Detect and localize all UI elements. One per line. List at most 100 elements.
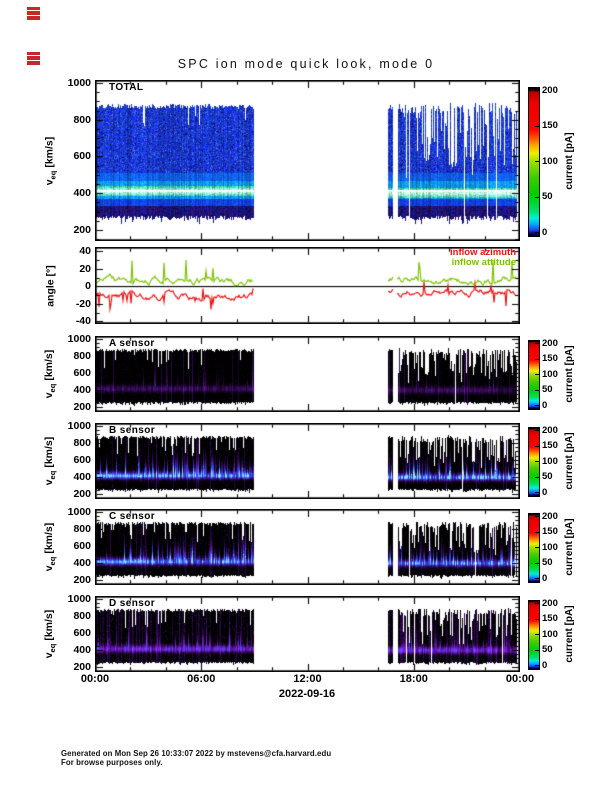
- y-tick-label: 800: [73, 113, 91, 126]
- colorbar-tick-label: 0: [542, 659, 548, 671]
- colorbar-tick: [535, 461, 539, 463]
- x-tick-label: 00:00: [505, 673, 535, 685]
- colorbar-tick-label: 200: [542, 510, 558, 522]
- y-tick-label: 1000: [67, 419, 91, 432]
- colorbar-tick-label: 0: [542, 226, 548, 238]
- colorbar-tick: [535, 547, 539, 549]
- colorbar-tick: [535, 161, 539, 163]
- y-tick-label: 200: [73, 660, 91, 673]
- legend-inflow-attitude: inflow attitude: [451, 256, 516, 268]
- colorbar-tick-label: 100: [542, 455, 558, 467]
- y-tick-label: 1000: [67, 505, 91, 518]
- panel-label-sensor-c: C sensor: [109, 511, 155, 522]
- colorbar-tick-label: 0: [542, 486, 548, 498]
- annotation-square-icon: [27, 7, 40, 20]
- y-axis-label: veq[km/s]: [42, 136, 58, 185]
- colorbar-tick: [535, 196, 539, 198]
- y-tick-label: 1000: [67, 592, 91, 605]
- y-axis-label: veq[km/s]: [42, 522, 58, 572]
- y-tick-label: 800: [73, 609, 91, 622]
- annotation-square-icon: [27, 52, 40, 65]
- y-tick-label: 400: [73, 643, 91, 656]
- current-colorbar: [528, 513, 540, 583]
- colorbar-tick-label: 200: [542, 424, 558, 436]
- panel-label-sensor-a: A sensor: [109, 338, 155, 349]
- angle-legend: inflow azimuth inflow attitude: [340, 248, 516, 267]
- sensor-d-spectrogram: [95, 596, 520, 672]
- panel-label-total: TOTAL: [109, 82, 144, 93]
- current-colorbar: [528, 87, 540, 237]
- colorbar-tick: [535, 430, 539, 432]
- sensor-b-spectrogram: [95, 423, 520, 499]
- x-tick-label: 18:00: [399, 673, 428, 685]
- y-tick-label: 600: [73, 539, 91, 552]
- footer: Generated on Mon Sep 26 10:33:07 2022 by…: [61, 749, 331, 767]
- colorbar-tick: [535, 492, 539, 494]
- colorbar-tick: [535, 90, 539, 92]
- page-title: SPC ion mode quick look, mode 0: [177, 57, 435, 71]
- colorbar-tick: [535, 562, 539, 564]
- y-axis-label: angle [°]: [44, 264, 56, 307]
- y-tick-label: -40: [75, 315, 91, 328]
- y-axis-label: veq[km/s]: [42, 349, 58, 399]
- colorbar-tick: [535, 603, 539, 605]
- y-tick-label: 200: [73, 573, 91, 586]
- y-tick-label: 800: [73, 349, 91, 362]
- y-tick-label: 400: [73, 556, 91, 569]
- y-tick-label: 400: [73, 470, 91, 483]
- colorbar-tick: [535, 649, 539, 651]
- y-tick-label: 400: [73, 383, 91, 396]
- current-colorbar: [528, 427, 540, 497]
- colorbar-tick: [535, 634, 539, 636]
- colorbar-tick: [535, 389, 539, 391]
- colorbar-tick-label: 200: [542, 337, 558, 349]
- colorbar-tick-label: 0: [542, 399, 548, 411]
- y-tick-label: 200: [73, 400, 91, 413]
- colorbar-tick-label: 100: [542, 628, 558, 640]
- colorbar-tick-label: 100: [542, 155, 558, 167]
- y-tick-label: 1000: [67, 76, 91, 89]
- y-tick-label: 20: [79, 262, 91, 275]
- colorbar-tick-label: 100: [542, 541, 558, 553]
- y-tick-label: 600: [73, 366, 91, 379]
- y-axis-label: veq[km/s]: [42, 609, 58, 659]
- colorbar-tick: [535, 476, 539, 478]
- x-tick-label: 00:00: [80, 673, 110, 685]
- legend-inflow-azimuth: inflow azimuth: [450, 247, 516, 258]
- total-spectrogram: [95, 80, 520, 241]
- y-tick-label: 800: [73, 436, 91, 449]
- colorbar-tick-label: 150: [542, 353, 558, 364]
- colorbar-tick: [535, 516, 539, 518]
- y-tick-label: 800: [73, 522, 91, 535]
- y-axis-label: veq[km/s]: [42, 436, 58, 486]
- colorbar-tick-label: 50: [542, 557, 553, 568]
- y-tick-label: 600: [73, 626, 91, 639]
- y-tick-label: 1000: [67, 332, 91, 345]
- colorbar-tick-label: 150: [542, 440, 558, 451]
- colorbar-tick: [535, 578, 539, 580]
- footer-line-2: For browse purposes only.: [61, 758, 163, 768]
- colorbar-tick-label: 100: [542, 368, 558, 380]
- colorbar-tick-label: 50: [542, 191, 553, 202]
- panel-label-sensor-d: D sensor: [109, 598, 155, 609]
- y-tick-label: 40: [79, 245, 91, 258]
- colorbar-tick-label: 200: [542, 84, 558, 96]
- colorbar-tick: [535, 531, 539, 533]
- colorbar-tick: [535, 343, 539, 345]
- y-tick-label: 600: [73, 453, 91, 466]
- date-label: 2022-09-16: [278, 688, 336, 700]
- colorbar-tick: [535, 665, 539, 667]
- colorbar-tick: [535, 358, 539, 360]
- colorbar-tick: [535, 405, 539, 407]
- current-colorbar: [528, 600, 540, 670]
- y-tick-label: 200: [73, 487, 91, 500]
- colorbar-tick: [535, 445, 539, 447]
- x-tick-label: 06:00: [187, 673, 216, 685]
- current-colorbar: [528, 340, 540, 410]
- colorbar-tick-label: 50: [542, 644, 553, 655]
- y-tick-label: 200: [73, 223, 91, 236]
- sensor-c-spectrogram: [95, 509, 520, 585]
- colorbar-tick: [535, 232, 539, 234]
- colorbar-tick-label: 50: [542, 384, 553, 395]
